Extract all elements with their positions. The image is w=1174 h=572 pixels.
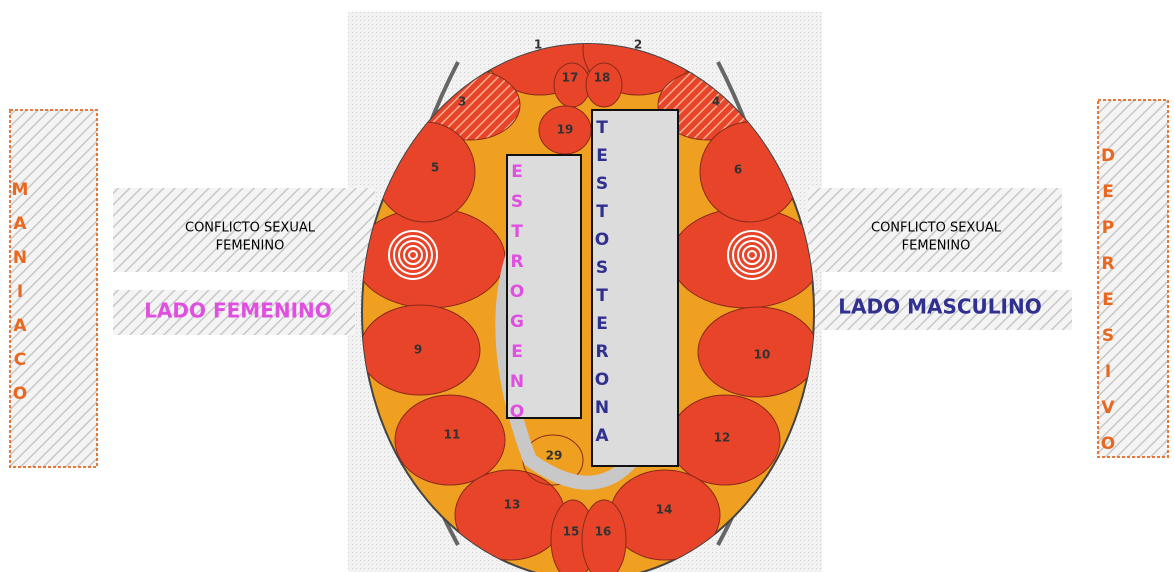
conflict-line: FEMENINO (902, 239, 971, 254)
region-number: 12 (714, 431, 731, 445)
region-number: 5 (431, 161, 439, 175)
region-number: 6 (734, 163, 742, 177)
region-number: 11 (444, 428, 461, 442)
left-side-box (113, 290, 355, 335)
right-panel-label: DEPRESIVO (1098, 146, 1118, 470)
lobe (394, 394, 506, 486)
region-number: 17 (562, 71, 579, 85)
target-ring (737, 240, 767, 270)
lobe (670, 207, 814, 309)
conflict-line: CONFLICTO SEXUAL (871, 221, 1002, 236)
left-panel (9, 109, 98, 468)
lobe (697, 306, 814, 398)
target-ring (727, 230, 777, 280)
left-panel-label: MANIACO (10, 180, 30, 418)
lobe (362, 207, 506, 309)
right-side-box (808, 290, 1072, 330)
testosterone-box (591, 109, 679, 467)
testosterone-label: TESTOSTERONA (592, 118, 612, 454)
estrogen-box (506, 154, 582, 419)
region-number: 2 (634, 38, 642, 52)
region-number: 14 (656, 503, 673, 517)
region-number: 1 (534, 38, 542, 52)
left-conflict-box (113, 188, 375, 272)
right-panel (1097, 99, 1169, 458)
target-ring (398, 240, 428, 270)
lobe (581, 499, 627, 572)
region-number: 18 (594, 71, 611, 85)
region-number: 16 (595, 525, 612, 539)
right-conflict-box (808, 188, 1062, 272)
region-number: 3 (458, 95, 466, 109)
region-number: 15 (563, 525, 580, 539)
region-number: 9 (414, 343, 422, 357)
target-ring (408, 250, 418, 260)
region-number: 13 (504, 498, 521, 512)
region-number: 29 (546, 449, 563, 463)
lobe (362, 304, 481, 396)
target-ring (393, 235, 433, 275)
targets (388, 230, 777, 280)
conflict-line: CONFLICTO SEXUAL (185, 221, 316, 236)
side-label: LADO FEMENINO (144, 299, 332, 323)
region-number: 19 (557, 123, 574, 137)
region-number: 10 (754, 348, 771, 362)
lobes (362, 44, 814, 572)
conflict-line: FEMENINO (216, 239, 285, 254)
estrogen-label: ESTROGENO (507, 162, 527, 432)
target-ring (388, 230, 438, 280)
target-ring (732, 235, 772, 275)
target-ring (403, 245, 423, 265)
lobe (585, 62, 623, 108)
target-ring (747, 250, 757, 260)
side-label: LADO MASCULINO (838, 295, 1041, 319)
target-ring (742, 245, 762, 265)
region-number: 4 (712, 95, 720, 109)
